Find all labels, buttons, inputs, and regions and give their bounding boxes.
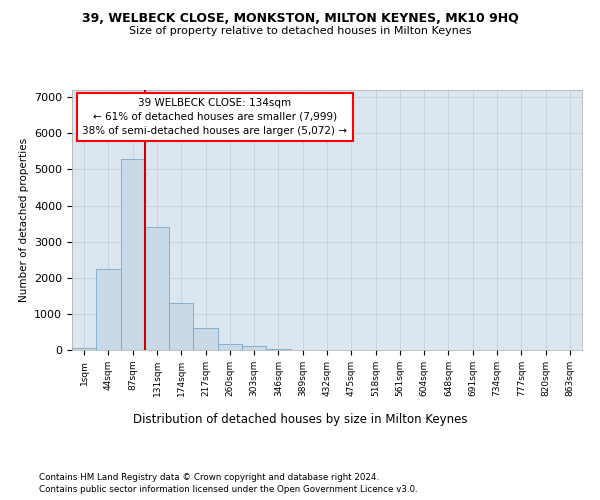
Bar xyxy=(121,158,145,350)
Bar xyxy=(242,346,266,350)
Bar xyxy=(145,227,169,350)
Bar xyxy=(72,348,96,350)
Text: Contains HM Land Registry data © Crown copyright and database right 2024.: Contains HM Land Registry data © Crown c… xyxy=(39,472,379,482)
Text: Contains public sector information licensed under the Open Government Licence v3: Contains public sector information licen… xyxy=(39,485,418,494)
Bar xyxy=(96,269,121,350)
Y-axis label: Number of detached properties: Number of detached properties xyxy=(19,138,29,302)
Bar xyxy=(266,348,290,350)
Text: 39 WELBECK CLOSE: 134sqm
← 61% of detached houses are smaller (7,999)
38% of sem: 39 WELBECK CLOSE: 134sqm ← 61% of detach… xyxy=(82,98,347,136)
Text: 39, WELBECK CLOSE, MONKSTON, MILTON KEYNES, MK10 9HQ: 39, WELBECK CLOSE, MONKSTON, MILTON KEYN… xyxy=(82,12,518,26)
Bar xyxy=(218,344,242,350)
Text: Size of property relative to detached houses in Milton Keynes: Size of property relative to detached ho… xyxy=(129,26,471,36)
Text: Distribution of detached houses by size in Milton Keynes: Distribution of detached houses by size … xyxy=(133,412,467,426)
Bar xyxy=(193,328,218,350)
Bar xyxy=(169,303,193,350)
